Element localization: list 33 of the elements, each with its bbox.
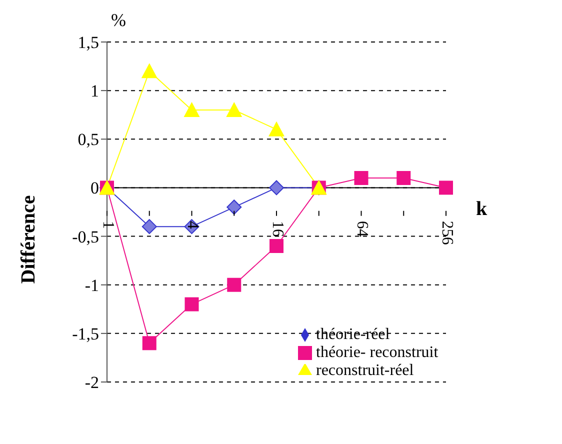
point bbox=[227, 278, 242, 292]
legend-label: théorie- reconstruit bbox=[316, 344, 438, 361]
text: % bbox=[111, 10, 126, 31]
point bbox=[270, 239, 284, 253]
x-tick-label: 64 bbox=[354, 220, 371, 237]
point bbox=[439, 180, 453, 195]
point bbox=[269, 180, 284, 196]
point bbox=[142, 336, 156, 350]
y-tick-label: -0,5 bbox=[72, 227, 99, 246]
x-tick-label: 4 bbox=[184, 220, 202, 229]
point bbox=[268, 121, 284, 136]
point bbox=[184, 297, 199, 312]
point bbox=[141, 63, 158, 78]
x-axis-title: k bbox=[476, 198, 488, 221]
y-tick-label: 0 bbox=[90, 178, 99, 198]
point bbox=[226, 102, 242, 117]
point bbox=[184, 102, 200, 117]
y-tick-label: 1,5 bbox=[78, 33, 99, 52]
point bbox=[396, 171, 411, 185]
y-tick-label: -2 bbox=[84, 373, 99, 392]
y-tick-label: -1 bbox=[84, 276, 99, 295]
y-tick-label: 1 bbox=[90, 82, 99, 101]
x-tick-label: 16 bbox=[268, 220, 286, 237]
point bbox=[354, 171, 368, 185]
x-tick-label: 1 bbox=[99, 220, 116, 229]
y-axis-title: Différence bbox=[18, 194, 40, 284]
point bbox=[226, 200, 242, 215]
y-tick-label: 0,5 bbox=[78, 130, 99, 150]
y-tick-label: -1,5 bbox=[72, 324, 99, 344]
legend-label: reconstruit-réel bbox=[316, 362, 414, 379]
legend-label: théorie-réel bbox=[316, 326, 390, 343]
x-tick-label: 256 bbox=[438, 220, 456, 245]
point bbox=[142, 219, 157, 234]
